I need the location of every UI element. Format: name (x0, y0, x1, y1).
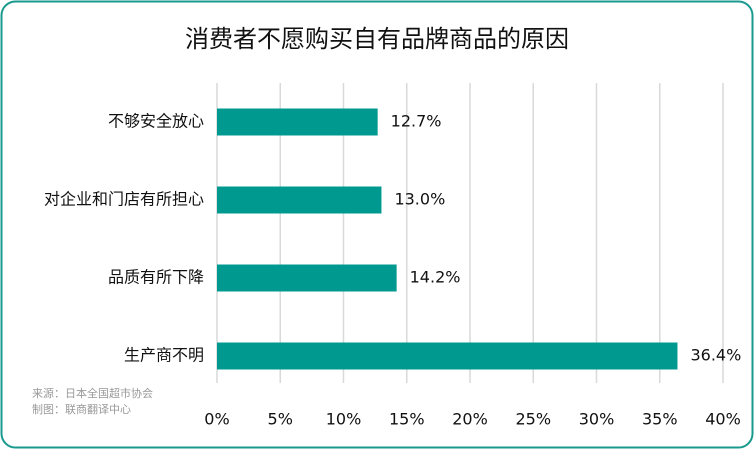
x-tick-label: 0% (204, 410, 229, 429)
x-tick-label: 25% (515, 410, 551, 429)
x-tick-label: 10% (326, 410, 362, 429)
chart-title: 消费者不愿购买自有品牌商品的原因 (185, 25, 569, 53)
y-tick-label: 对企业和门店有所担心 (44, 190, 204, 209)
credit-note: 制图：联商翻译中心 (32, 402, 131, 416)
y-tick-label: 品质有所下降 (108, 268, 204, 287)
value-label: 12.7% (391, 112, 442, 131)
x-tick-label: 5% (268, 410, 293, 429)
value-label: 14.2% (410, 268, 461, 287)
value-label: 36.4% (690, 346, 741, 365)
x-tick-label: 15% (389, 410, 425, 429)
y-tick-label: 不够安全放心 (108, 112, 204, 131)
x-tick-label: 35% (642, 410, 678, 429)
source-note: 来源：日本全国超市协会 (32, 386, 153, 400)
bar (217, 108, 378, 136)
bar (217, 342, 678, 370)
bar (217, 264, 397, 292)
value-label: 13.0% (394, 190, 445, 209)
y-tick-label: 生产商不明 (124, 346, 204, 365)
x-tick-label: 40% (705, 410, 741, 429)
bar (217, 186, 382, 214)
x-tick-label: 30% (579, 410, 615, 429)
x-tick-label: 20% (452, 410, 488, 429)
